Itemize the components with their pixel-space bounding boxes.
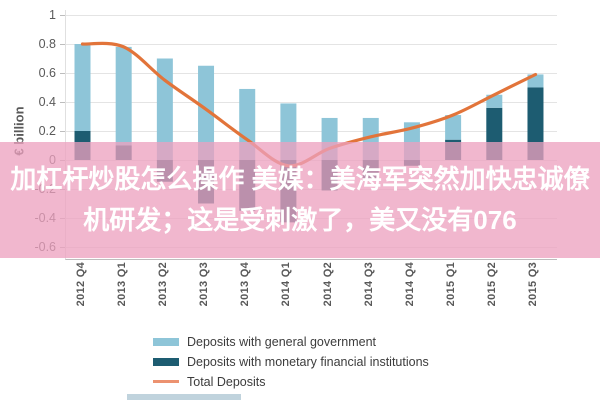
headline-overlay: 加杠杆炒股怎么操作 美媒：美海军突然加快忠诚僚 机研发；这是受刺激了，美又没有0… [0,142,600,258]
headline-text-line2: 机研发；这是受刺激了，美又没有076 [83,205,517,235]
x-axis-label: 2014 Q4 [403,262,416,307]
legend-label: Total Deposits [187,374,266,389]
y-tick-label: 0.4 [38,95,56,109]
x-axis-label: 2012 Q4 [74,262,87,307]
legend-item: Total Deposits [153,374,429,389]
headline-text-line1: 加杠杆炒股怎么操作 美媒：美海军突然加快忠诚僚 [10,164,590,194]
x-axis-label: 2015 Q3 [527,262,540,307]
y-tick-label: 1 [49,8,56,22]
legend-item: Deposits with monetary financial institu… [153,354,429,369]
x-axis-label: 2014 Q1 [280,262,293,307]
y-tick-label: 0.6 [38,66,56,80]
bar-segment [527,87,544,160]
bar-segment [74,44,91,131]
x-axis-label: 2014 Q2 [321,262,334,307]
x-axis-label: 2014 Q3 [362,262,375,307]
partial-legend-swatch [127,394,241,400]
legend-label: Deposits with general government [187,334,376,349]
x-axis-label: 2013 Q1 [115,262,128,307]
x-axis-label: 2013 Q2 [156,262,169,307]
x-axis-label: 2015 Q1 [445,262,458,307]
legend-color-swatch [153,357,179,366]
bar-segment [115,46,132,146]
chart-legend: Deposits with general government Deposits… [153,334,429,389]
legend-color-swatch [153,337,179,346]
legend-line-swatch [153,380,179,383]
bar-segment [198,65,215,160]
x-axis-label: 2015 Q2 [486,262,499,307]
legend-label: Deposits with monetary financial institu… [187,354,429,369]
y-tick-label: 0.8 [38,37,56,51]
bar-segment [445,115,462,140]
x-axis-label: 2013 Q4 [239,262,252,307]
y-tick-label: 0.2 [38,124,56,138]
x-axis-label: 2013 Q3 [198,262,211,307]
legend-item: Deposits with general government [153,334,429,349]
